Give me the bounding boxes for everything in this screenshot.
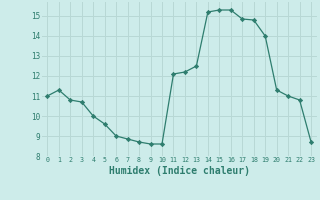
- X-axis label: Humidex (Indice chaleur): Humidex (Indice chaleur): [109, 166, 250, 176]
